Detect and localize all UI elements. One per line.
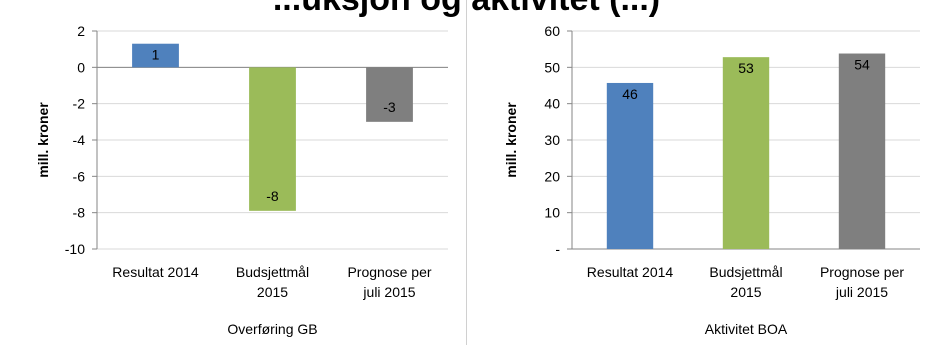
category-label: Prognose per <box>820 264 904 280</box>
x-axis-title: Aktivitet BOA <box>705 321 788 337</box>
bar <box>249 67 296 211</box>
data-label: -3 <box>383 99 396 115</box>
bar <box>366 67 413 122</box>
category-label: juli 2015 <box>835 284 888 300</box>
data-label: -8 <box>266 188 279 204</box>
category-label: Budsjettmål <box>236 264 309 280</box>
y-tick-label: -10 <box>65 241 85 257</box>
chart-aktivitet-boa: 60 50 40 30 20 10 - mill. kroner 46 Resultat 2014… <box>503 23 920 337</box>
y-tick-label: - <box>555 241 560 257</box>
category-label: Resultat 2014 <box>112 264 199 280</box>
y-tick-label: -4 <box>73 132 86 148</box>
data-label: 54 <box>854 57 870 73</box>
data-label: 53 <box>738 60 754 76</box>
data-label: 46 <box>622 86 638 102</box>
y-axis-title: mill. kroner <box>35 102 51 178</box>
y-tick-label: 10 <box>544 205 560 221</box>
y-tick-label: 50 <box>544 59 560 75</box>
y-tick-label: -2 <box>73 96 86 112</box>
data-label: 1 <box>152 47 160 63</box>
x-axis-title: Overføring GB <box>227 321 317 337</box>
category-label: Budsjettmål <box>709 264 782 280</box>
y-tick-label: -8 <box>73 205 86 221</box>
bar <box>722 57 770 249</box>
y-tick-label: 30 <box>544 132 560 148</box>
y-tick-label: 40 <box>544 96 560 112</box>
category-label: 2015 <box>730 284 761 300</box>
y-tick-label: 2 <box>77 23 85 39</box>
bar <box>132 43 179 68</box>
category-label: juli 2015 <box>362 284 415 300</box>
bar <box>606 82 654 249</box>
chart-overforing-gb: 2 0 -2 -4 -6 -8 -10 mill. kroner 1 Resultat 2014 -… <box>35 23 448 337</box>
y-axis-title: mill. kroner <box>503 102 519 178</box>
panel-divider <box>466 0 467 345</box>
bar <box>838 53 886 249</box>
category-label: Prognose per <box>347 264 431 280</box>
y-tick-label: 20 <box>544 168 560 184</box>
y-tick-label: 0 <box>77 59 85 75</box>
y-tick-label: -6 <box>73 168 86 184</box>
category-label: 2015 <box>257 284 288 300</box>
category-label: Resultat 2014 <box>587 264 674 280</box>
y-tick-label: 60 <box>544 23 560 39</box>
